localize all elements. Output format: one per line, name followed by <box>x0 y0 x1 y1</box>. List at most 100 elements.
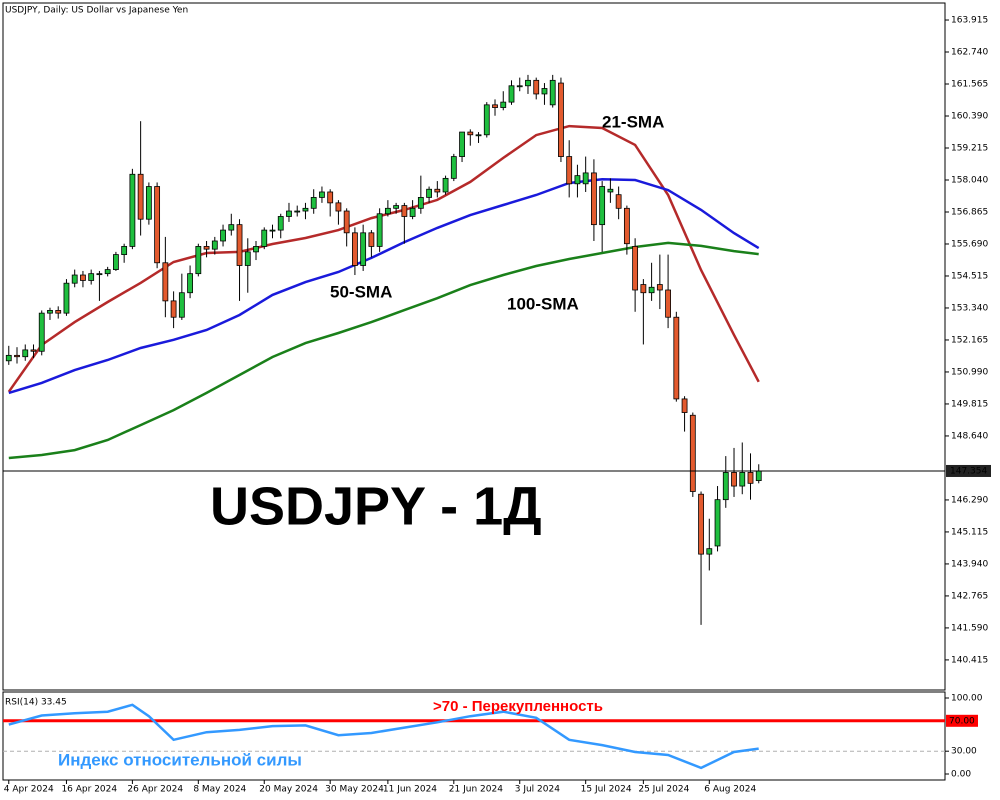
candle-body <box>137 173 144 220</box>
x-tick-label: 15 Jul 2024 <box>581 785 632 795</box>
y-tick-label: 146.290 <box>951 495 988 505</box>
candle-body <box>236 224 243 266</box>
rsi-line <box>8 703 759 770</box>
candle-body <box>434 188 441 193</box>
y-tick-label: 30.00 <box>951 747 977 757</box>
candle-body <box>689 414 696 492</box>
candle-body <box>714 499 721 547</box>
candle-body <box>607 188 614 193</box>
candle-body <box>376 213 383 247</box>
price-pane-frame <box>2 2 946 691</box>
y-tick-label: 100.00 <box>951 694 983 704</box>
candle-body <box>195 246 202 275</box>
candle-body <box>591 172 597 226</box>
candle-body <box>623 207 630 245</box>
candle-body <box>467 131 474 136</box>
y-tick-label: 163.915 <box>951 16 988 26</box>
level-label: 70.00 <box>949 716 975 726</box>
candle-body <box>508 85 515 103</box>
candle-body <box>426 188 432 198</box>
candle-body <box>665 289 671 318</box>
candle-body <box>582 172 589 185</box>
candle-body <box>492 104 498 108</box>
candle-body <box>574 175 581 185</box>
level-box <box>946 714 978 727</box>
candle-body <box>14 354 20 358</box>
candle-body <box>178 292 185 318</box>
candle-body <box>253 246 259 253</box>
candle-body <box>681 398 688 413</box>
candle-body <box>261 229 268 247</box>
candle-body <box>310 197 317 209</box>
y-tick-label: 148.640 <box>951 431 988 441</box>
candle-body <box>500 101 507 108</box>
y-tick-label: 142.765 <box>951 591 988 601</box>
candle-body <box>599 186 606 226</box>
y-tick-label: 162.740 <box>951 48 988 58</box>
candle-body <box>211 240 218 250</box>
candle-body <box>739 472 746 487</box>
candle-body <box>640 284 647 294</box>
current-price-box <box>946 464 991 477</box>
candle-body <box>731 472 737 487</box>
candle-body <box>55 310 62 314</box>
candle-body <box>755 470 762 482</box>
x-tick-label: 30 May 2024 <box>325 785 384 795</box>
y-tick-label: 140.415 <box>951 655 988 665</box>
x-tick-label: 11 Jun 2024 <box>383 785 437 795</box>
candle-body <box>244 251 251 266</box>
candle-body <box>615 194 622 209</box>
y-tick-label: 156.865 <box>951 207 988 217</box>
candle-body <box>533 79 540 95</box>
candle-body <box>393 205 400 209</box>
candle-body <box>220 229 226 242</box>
y-tick-label: 152.165 <box>951 335 988 345</box>
candle-body <box>113 254 119 270</box>
candle-body <box>648 286 655 294</box>
x-tick-label: 20 May 2024 <box>259 785 318 795</box>
candle-body <box>104 269 111 275</box>
candle-body <box>154 186 161 264</box>
candle-body <box>384 207 391 215</box>
y-tick-label: 160.390 <box>951 112 988 122</box>
candle-body <box>38 312 45 352</box>
candle-body <box>170 300 177 318</box>
candle-body <box>632 246 639 291</box>
series-label: 21-SMA <box>602 112 664 131</box>
candle-body <box>269 229 276 232</box>
x-tick-label: 3 Jul 2024 <box>515 785 560 795</box>
y-tick-label: 159.215 <box>951 143 988 153</box>
y-tick-label: 150.990 <box>951 367 988 377</box>
candle-body <box>698 493 704 555</box>
x-tick-label: 26 Apr 2024 <box>127 785 183 795</box>
candle-body <box>129 173 136 247</box>
candle-body <box>22 349 29 358</box>
candle-body <box>30 349 37 352</box>
current-price-label: 147.354 <box>950 466 987 476</box>
y-tick-label: 161.565 <box>951 80 988 90</box>
chart-annotation: USDJPY - 1Д <box>210 476 542 536</box>
x-tick-label: 16 Apr 2024 <box>61 785 117 795</box>
x-tick-label: 25 Jul 2024 <box>638 785 689 795</box>
candle-body <box>71 274 78 284</box>
candle-body <box>228 224 235 231</box>
candle-body <box>401 205 408 217</box>
sma-line <box>8 177 760 395</box>
candle-body <box>673 316 680 400</box>
candle-body <box>47 310 53 314</box>
y-tick-label: 141.590 <box>951 623 988 633</box>
candle-body <box>203 246 210 250</box>
candle-body <box>5 354 12 362</box>
candle-body <box>145 186 152 220</box>
y-tick-label: 153.340 <box>951 303 988 313</box>
candle-body <box>706 548 713 555</box>
candle-body <box>327 191 334 204</box>
y-tick-label: 0.00 <box>951 769 971 779</box>
candle-body <box>525 79 531 87</box>
candle-body <box>541 88 548 95</box>
candle-body <box>516 85 523 88</box>
candle-body <box>442 177 449 193</box>
series-label: 100-SMA <box>507 294 579 313</box>
rsi-annotation: Индекс относительной силы <box>58 750 302 769</box>
